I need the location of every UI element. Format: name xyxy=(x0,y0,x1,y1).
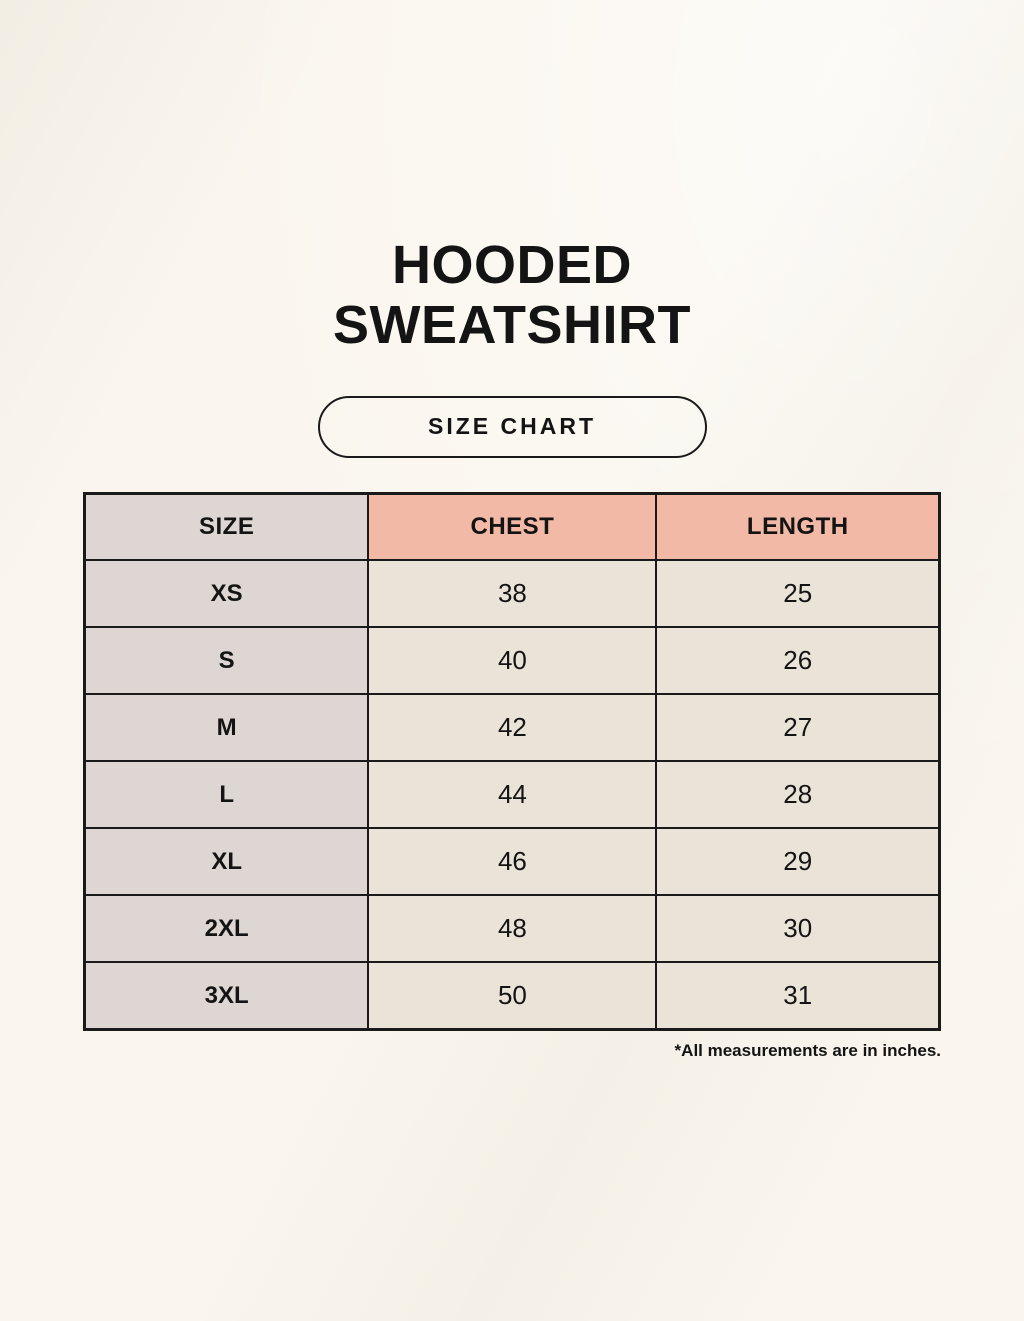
chest-value: 42 xyxy=(367,693,658,763)
table-row-2xl: 2XL 48 30 xyxy=(83,894,941,964)
table-header-row: SIZE CHEST LENGTH xyxy=(83,492,941,562)
size-label: S xyxy=(83,626,370,696)
table-row-s: S 40 26 xyxy=(83,626,941,696)
measurements-note: *All measurements are in inches. xyxy=(674,1040,941,1060)
length-value: 26 xyxy=(655,626,941,696)
chest-value: 44 xyxy=(367,760,658,830)
length-value: 30 xyxy=(655,894,941,964)
table-row-xs: XS 38 25 xyxy=(83,559,941,629)
table-row-m: M 42 27 xyxy=(83,693,941,763)
chest-value: 46 xyxy=(367,827,658,897)
chest-value: 48 xyxy=(367,894,658,964)
size-label: XS xyxy=(83,559,370,629)
chest-value: 40 xyxy=(367,626,658,696)
length-value: 25 xyxy=(655,559,941,629)
table-row-xl: XL 46 29 xyxy=(83,827,941,897)
chest-value: 50 xyxy=(367,961,658,1031)
size-label: M xyxy=(83,693,370,763)
size-chart-button-label: SIZE CHART xyxy=(428,413,596,440)
length-value: 29 xyxy=(655,827,941,897)
column-header-size: SIZE xyxy=(83,492,370,562)
size-chart-table: SIZE CHEST LENGTH XS 38 25 S 40 26 M xyxy=(83,491,941,1031)
length-value: 27 xyxy=(655,693,941,763)
table-row-3xl: 3XL 50 31 xyxy=(83,961,941,1031)
size-chart-table-container: SIZE CHEST LENGTH XS 38 25 S 40 26 M xyxy=(83,491,941,1031)
size-label: L xyxy=(83,760,370,830)
column-header-length: LENGTH xyxy=(655,492,941,562)
size-chart-button[interactable]: SIZE CHART xyxy=(317,395,707,458)
size-label: 2XL xyxy=(83,894,370,964)
size-label: 3XL xyxy=(83,961,370,1031)
column-header-chest: CHEST xyxy=(367,492,658,562)
length-value: 31 xyxy=(655,961,941,1031)
chest-value: 38 xyxy=(367,559,658,629)
length-value: 28 xyxy=(655,760,941,830)
table-row-l: L 44 28 xyxy=(83,760,941,830)
size-label: XL xyxy=(83,827,370,897)
page-title: HOODED SWEATSHIRT xyxy=(333,235,691,356)
